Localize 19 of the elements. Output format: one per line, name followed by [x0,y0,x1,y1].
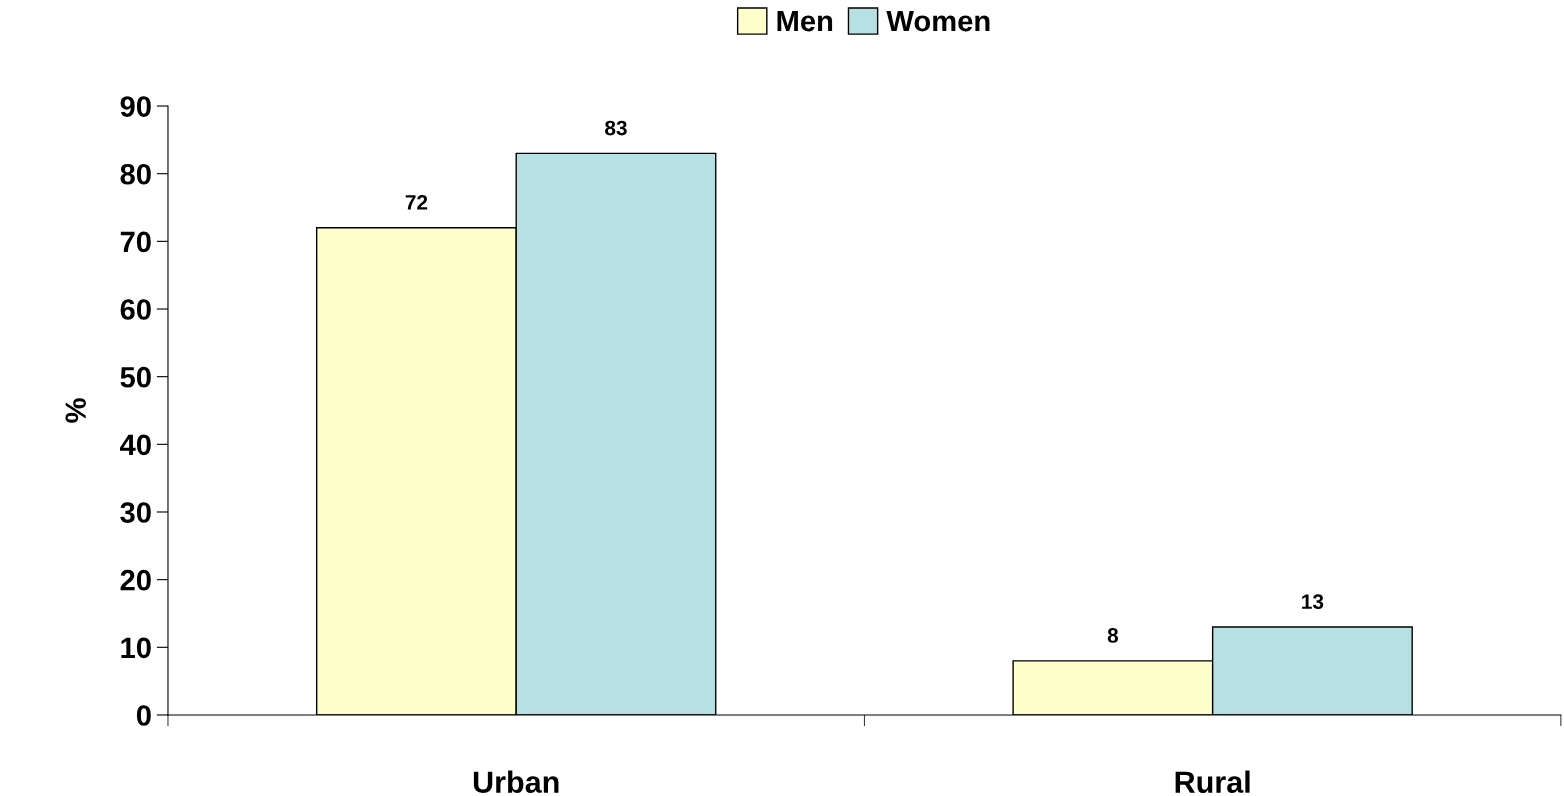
data-label: 83 [605,120,627,136]
y-tick-label: 90 [120,96,151,117]
y-tick-label: 30 [120,502,151,523]
y-tick-label: 0 [136,705,151,726]
y-tick-label: 40 [120,434,151,456]
y-tick-label: 60 [120,299,151,320]
legend-label: Men [777,11,833,32]
y-tick-label: 20 [120,569,151,591]
legend-label: Women [886,11,990,32]
x-tick-label: Rural [1175,770,1250,793]
x-tick-label: Urban [473,770,559,793]
y-tick-label: 10 [121,637,151,659]
data-label: 13 [1302,594,1324,610]
y-tick-label: 70 [120,231,151,253]
y-axis-title: % [65,398,86,423]
y-tick-label: 50 [120,366,151,388]
data-label: 8 [1107,628,1119,643]
data-label: 72 [405,195,428,210]
y-tick-label: 80 [120,163,151,185]
